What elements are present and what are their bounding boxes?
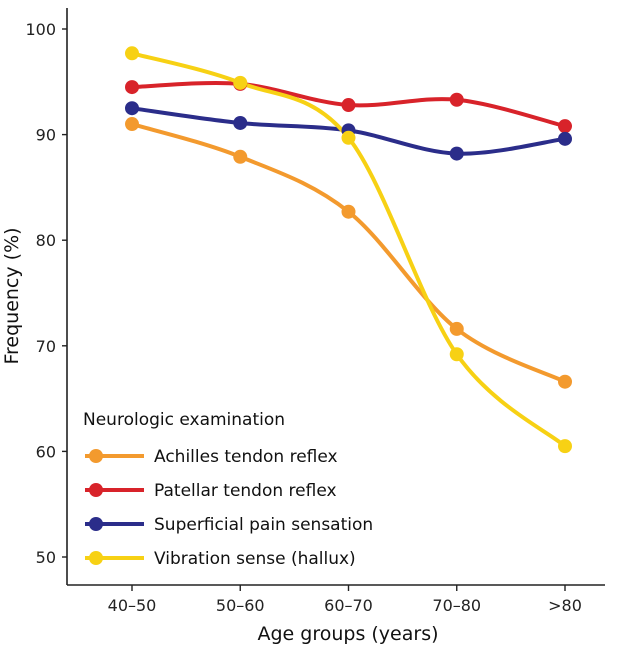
legend-marker-achilles-tendon-reflex bbox=[89, 449, 103, 463]
y-ticks: 50 60 70 80 90 100 bbox=[25, 20, 67, 567]
x-tick-label: 50–60 bbox=[216, 596, 265, 615]
series-lines bbox=[130, 51, 567, 449]
axes: 50 60 70 80 90 100 40–50 50–60 60–70 70–80 >80 bbox=[25, 8, 605, 615]
y-tick-label: 60 bbox=[36, 442, 56, 461]
data-point-patellar-tendon-reflex bbox=[558, 119, 572, 134]
data-point-superficial-pain-sensation bbox=[558, 131, 572, 146]
legend-marker-superficial-pain-sensation bbox=[89, 517, 103, 531]
data-point-patellar-tendon-reflex bbox=[341, 98, 356, 113]
data-point-achilles-tendon-reflex bbox=[558, 374, 572, 389]
y-tick-label: 100 bbox=[25, 20, 56, 39]
legend: Neurologic examination Achilles tendon r… bbox=[83, 410, 373, 569]
data-point-vibration-sense-hallux bbox=[558, 439, 572, 454]
legend-items: Achilles tendon reflex Patellar tendon re… bbox=[85, 447, 373, 569]
data-point-achilles-tendon-reflex bbox=[341, 204, 356, 219]
legend-label-achilles-tendon-reflex: Achilles tendon reflex bbox=[154, 447, 338, 467]
x-tick-label: 70–80 bbox=[432, 596, 481, 615]
data-point-achilles-tendon-reflex bbox=[449, 321, 464, 336]
legend-label-patellar-tendon-reflex: Patellar tendon reflex bbox=[154, 481, 337, 501]
data-point-superficial-pain-sensation bbox=[449, 146, 464, 161]
x-tick-label: 40–50 bbox=[108, 596, 157, 615]
x-axis-title: Age groups (years) bbox=[257, 623, 438, 645]
data-point-patellar-tendon-reflex bbox=[125, 80, 139, 95]
legend-label-superficial-pain-sensation: Superficial pain sensation bbox=[154, 515, 373, 535]
y-tick-label: 80 bbox=[36, 231, 56, 250]
data-point-vibration-sense-hallux bbox=[341, 130, 356, 145]
y-axis-title: Frequency (%) bbox=[1, 227, 23, 364]
data-point-vibration-sense-hallux bbox=[125, 46, 139, 61]
x-tick-label: 60–70 bbox=[324, 596, 373, 615]
data-point-superficial-pain-sensation bbox=[125, 101, 139, 116]
data-point-vibration-sense-hallux bbox=[233, 75, 248, 90]
data-point-achilles-tendon-reflex bbox=[233, 149, 248, 164]
y-tick-label: 50 bbox=[36, 548, 56, 567]
series-line-achilles-tendon-reflex bbox=[130, 122, 567, 384]
y-tick-label: 70 bbox=[36, 337, 56, 356]
legend-marker-patellar-tendon-reflex bbox=[89, 483, 103, 497]
y-tick-label: 90 bbox=[36, 126, 56, 145]
x-ticks: 40–50 50–60 60–70 70–80 >80 bbox=[108, 585, 582, 615]
data-point-superficial-pain-sensation bbox=[233, 115, 248, 130]
series-points bbox=[125, 46, 572, 454]
x-tick-label: >80 bbox=[548, 596, 582, 615]
legend-label-vibration-sense-hallux: Vibration sense (hallux) bbox=[154, 549, 356, 569]
data-point-patellar-tendon-reflex bbox=[449, 92, 464, 107]
legend-title: Neurologic examination bbox=[83, 410, 285, 430]
series-line-vibration-sense-hallux bbox=[130, 51, 567, 449]
data-point-achilles-tendon-reflex bbox=[125, 117, 139, 132]
data-point-vibration-sense-hallux bbox=[449, 347, 464, 362]
legend-marker-vibration-sense-hallux bbox=[89, 551, 103, 565]
